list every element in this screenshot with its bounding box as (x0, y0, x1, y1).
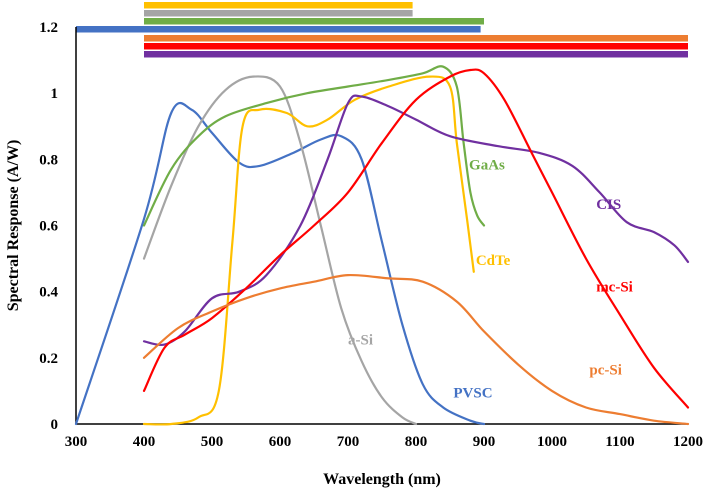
x-tick-label: 300 (65, 434, 88, 450)
series-label-gaas: GaAs (469, 157, 505, 173)
y-tick-label: 0.4 (39, 285, 58, 301)
series-line-cdte (142, 75, 475, 426)
x-tick-label: 800 (405, 434, 428, 450)
series-line-gaas (142, 65, 486, 227)
y-tick-label: 0 (51, 417, 59, 433)
series-label-pc-si: pc-Si (589, 362, 622, 378)
series-line-a-si (142, 75, 418, 426)
y-tick-label: 1.2 (39, 20, 58, 36)
band-bar-pc-si (144, 35, 688, 42)
y-tick-label: 0.2 (39, 351, 58, 367)
y-tick-label: 0.8 (39, 152, 58, 168)
x-tick-label: 900 (473, 434, 496, 450)
series-label-a-si: a-Si (348, 333, 373, 349)
x-axis-title: Wavelength (nm) (323, 471, 441, 488)
series-line-pvsc (74, 101, 486, 426)
band-bar-gaas (144, 18, 484, 25)
band-bars-layer (76, 2, 688, 58)
x-tick-label: 1000 (537, 434, 567, 450)
x-tick-label: 500 (201, 434, 224, 450)
y-tick-label: 1 (51, 86, 59, 102)
x-tick-label: 700 (337, 434, 360, 450)
annotations-layer: GaAs CIS CdTe mc-Si a-Si pc-Si PVSC (348, 157, 633, 401)
band-bar-pvsc (76, 26, 481, 33)
band-bar-a-si (144, 10, 413, 17)
series-label-pvsc: PVSC (453, 386, 492, 402)
x-tick-label: 1100 (605, 434, 634, 450)
x-tick-label: 1200 (673, 434, 703, 450)
x-tick-label: 600 (269, 434, 292, 450)
band-bar-mc-si (144, 43, 688, 50)
series-label-cis: CIS (596, 197, 621, 213)
series-layer (74, 65, 690, 426)
band-bar-cis (144, 51, 688, 58)
y-axis-title: Spectral Response (A/W) (5, 140, 22, 312)
series-line-cis (142, 94, 690, 347)
series-label-mc-si: mc-Si (596, 280, 633, 296)
x-tick-label: 400 (133, 434, 156, 450)
series-label-cdte: CdTe (476, 253, 511, 269)
ticks-layer: 300 400 500 600 700 800 900 1000 1100 1200 0 0.2 0.4… (39, 20, 703, 450)
band-bar-cdte (144, 2, 413, 9)
y-tick-label: 0.6 (39, 219, 58, 235)
series-line-mc-si (142, 68, 690, 409)
series-line-pc-si (142, 273, 690, 426)
